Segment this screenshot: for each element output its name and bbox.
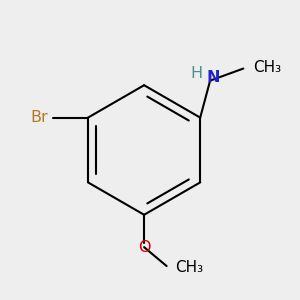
Text: O: O <box>138 240 150 255</box>
Text: H: H <box>191 66 203 81</box>
Text: N: N <box>206 70 220 85</box>
Text: CH₃: CH₃ <box>253 60 281 75</box>
Text: Br: Br <box>31 110 48 125</box>
Text: CH₃: CH₃ <box>176 260 204 275</box>
